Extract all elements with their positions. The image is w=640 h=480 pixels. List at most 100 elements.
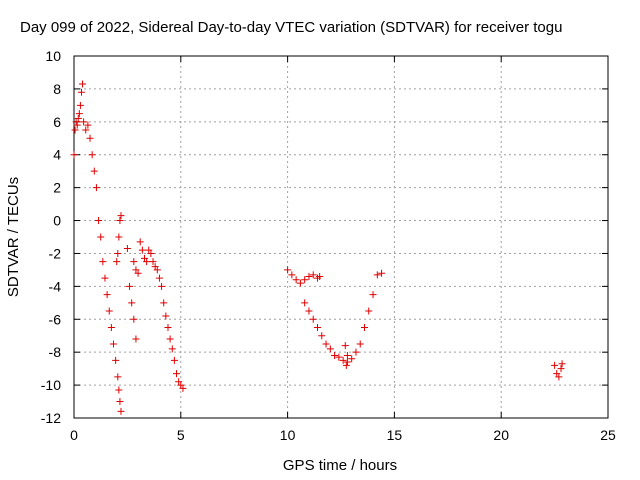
data-point	[360, 324, 368, 331]
data-point	[107, 324, 115, 331]
y-tick-label: -2	[49, 245, 62, 261]
data-point	[162, 312, 170, 320]
data-point	[343, 351, 351, 359]
data-point	[160, 299, 168, 307]
data-point	[309, 315, 317, 323]
data-point	[296, 279, 304, 287]
x-tick-label: 5	[177, 427, 185, 443]
data-point	[153, 266, 161, 274]
data-point	[288, 271, 296, 279]
data-point	[130, 315, 138, 323]
data-point	[97, 233, 105, 241]
data-point	[71, 126, 79, 134]
y-tick-label: 4	[53, 147, 61, 163]
y-tick-label: 2	[53, 180, 61, 196]
data-point	[128, 299, 136, 307]
series-segment-5	[130, 258, 142, 277]
data-point	[348, 355, 356, 363]
data-point	[292, 276, 300, 284]
series-segment-2	[80, 118, 125, 415]
series-segment-3	[113, 212, 125, 266]
data-point	[149, 258, 157, 266]
data-point	[173, 370, 181, 378]
series-segment-1	[70, 80, 87, 159]
y-tick-label: -10	[41, 377, 61, 393]
data-point	[117, 212, 125, 220]
data-point	[557, 365, 565, 373]
data-point	[116, 398, 124, 406]
data-point	[551, 361, 559, 369]
data-point	[143, 258, 151, 266]
data-point	[318, 332, 326, 340]
series-segment-10	[551, 360, 566, 381]
data-point	[134, 269, 142, 277]
series-segment-8	[301, 269, 386, 366]
data-point	[113, 258, 121, 266]
data-point	[76, 101, 84, 109]
data-point	[115, 233, 123, 241]
data-point	[116, 217, 124, 225]
x-tick-label: 20	[493, 427, 509, 443]
y-tick-label: -6	[49, 311, 62, 327]
data-point	[82, 126, 90, 134]
data-point	[86, 134, 94, 142]
plot-frame	[73, 55, 609, 419]
x-tick-label: 10	[280, 427, 296, 443]
chart-title: Day 099 of 2022, Sidereal Day-to-day VTE…	[20, 19, 562, 36]
data-point	[105, 307, 113, 315]
data-point	[164, 324, 172, 331]
data-point	[95, 217, 103, 225]
y-tick-label: 0	[53, 213, 61, 229]
series-segment-4	[123, 245, 140, 343]
y-tick-label: -8	[49, 344, 62, 360]
x-axis-label: GPS time / hours	[283, 457, 397, 474]
data-point	[110, 340, 118, 348]
series-segment-6	[136, 238, 187, 392]
data-point	[558, 360, 566, 368]
data-point	[130, 258, 138, 266]
data-point	[79, 80, 87, 88]
data-point	[123, 245, 131, 253]
data-point	[342, 361, 350, 369]
series-segment-7	[284, 266, 324, 287]
data-point	[335, 353, 343, 361]
data-point	[70, 151, 78, 159]
data-point	[343, 358, 351, 366]
data-point	[112, 356, 120, 364]
data-point	[84, 121, 92, 129]
data-point	[115, 386, 123, 394]
data-point	[101, 274, 109, 282]
data-point	[74, 115, 82, 123]
y-axis-label: SDTVAR / TECUs	[5, 177, 22, 297]
data-point	[316, 272, 324, 280]
y-tick-label: 10	[45, 48, 61, 64]
data-point	[331, 351, 339, 359]
data-point	[158, 282, 166, 290]
grid	[74, 56, 608, 418]
data-point	[73, 121, 81, 129]
data-point	[356, 340, 364, 348]
data-point	[301, 299, 309, 307]
data-point	[132, 335, 140, 343]
data-point	[90, 167, 98, 175]
data-point	[99, 258, 107, 266]
data-point	[75, 110, 83, 118]
data-point	[305, 307, 313, 315]
data-point	[136, 238, 144, 246]
data-points	[70, 80, 566, 415]
data-point	[138, 246, 146, 254]
y-tick-label: -4	[49, 278, 62, 294]
data-point	[155, 274, 163, 282]
data-point	[309, 271, 317, 279]
y-tick-label: 6	[53, 114, 61, 130]
data-point	[179, 384, 187, 392]
data-point	[305, 272, 313, 280]
series-segment-9	[341, 342, 351, 369]
data-point	[555, 373, 563, 381]
y-tick-label: -12	[41, 410, 61, 426]
x-tick-label: 15	[387, 427, 403, 443]
data-point	[339, 356, 347, 364]
data-point	[284, 266, 292, 274]
